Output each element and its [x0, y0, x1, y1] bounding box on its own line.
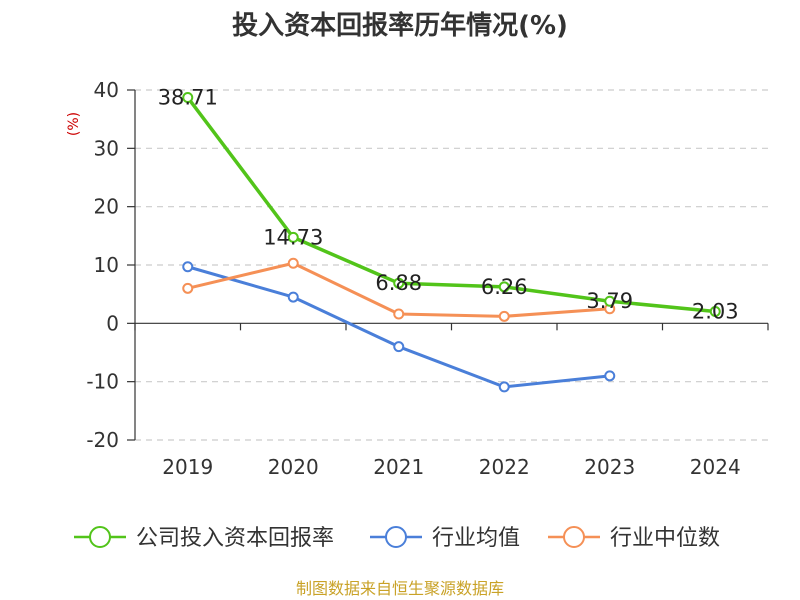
grid-lines [135, 89, 768, 441]
x-tick-label: 2019 [162, 455, 213, 479]
x-tick-label: 2023 [584, 455, 635, 479]
data-point[interactable] [182, 92, 194, 104]
y-tick-label: 40 [94, 78, 119, 102]
data-point[interactable] [393, 277, 405, 289]
x-tick-label: 2022 [479, 455, 530, 479]
data-point[interactable] [498, 281, 510, 293]
legend[interactable]: 公司投入资本回报率 行业均值 行业中位数 [74, 526, 720, 551]
y-tick-label: -20 [86, 428, 119, 452]
x-tick-label: 2021 [373, 455, 424, 479]
data-point[interactable] [182, 261, 194, 273]
y-axis-label: (%) [66, 112, 82, 136]
data-point[interactable] [182, 282, 194, 294]
data-labels: 38.71 14.73 6.88 6.26 3.79 2.03 [158, 86, 739, 324]
data-point[interactable] [287, 291, 299, 303]
x-tick-label: 2024 [690, 455, 741, 479]
data-point[interactable] [498, 310, 510, 322]
legend-label: 行业中位数 [610, 526, 720, 551]
series-points [182, 92, 721, 393]
data-label: 6.88 [375, 271, 422, 295]
data-point[interactable] [709, 305, 721, 317]
source-note: 制图数据来自恒生聚源数据库 [296, 579, 504, 598]
legend-item[interactable]: 行业中位数 [548, 526, 720, 551]
data-point[interactable] [604, 295, 616, 307]
data-point[interactable] [604, 370, 616, 382]
data-label: 38.71 [158, 86, 218, 110]
data-label: 6.26 [481, 275, 528, 299]
y-tick-label: -10 [86, 370, 119, 394]
y-tick-labels: 40 30 20 10 0 -10 -20 [86, 78, 119, 452]
legend-label: 公司投入资本回报率 [136, 526, 334, 551]
y-tick-label: 30 [94, 136, 119, 160]
chart-title: 投入资本回报率历年情况(%) [232, 10, 568, 41]
data-label: 14.73 [263, 225, 323, 249]
data-label: 3.79 [586, 289, 633, 313]
x-tick-label: 2020 [268, 455, 319, 479]
legend-label: 行业均值 [432, 526, 520, 551]
legend-marker [385, 526, 407, 548]
axes [127, 89, 769, 441]
legend-item[interactable]: 行业均值 [370, 526, 520, 551]
series-line [186, 96, 716, 314]
data-point[interactable] [287, 257, 299, 269]
y-tick-label: 20 [94, 195, 119, 219]
data-point[interactable] [498, 381, 510, 393]
legend-marker [89, 526, 111, 548]
data-point[interactable] [393, 341, 405, 353]
y-tick-label: 10 [94, 253, 119, 277]
data-point[interactable] [287, 231, 299, 243]
data-point[interactable] [393, 308, 405, 320]
data-label: 2.03 [692, 299, 739, 323]
x-tick-labels: 2019 2020 2021 2022 2023 2024 [162, 455, 740, 479]
legend-item[interactable]: 公司投入资本回报率 [74, 526, 334, 551]
y-tick-label: 0 [106, 311, 119, 335]
legend-marker [563, 526, 585, 548]
